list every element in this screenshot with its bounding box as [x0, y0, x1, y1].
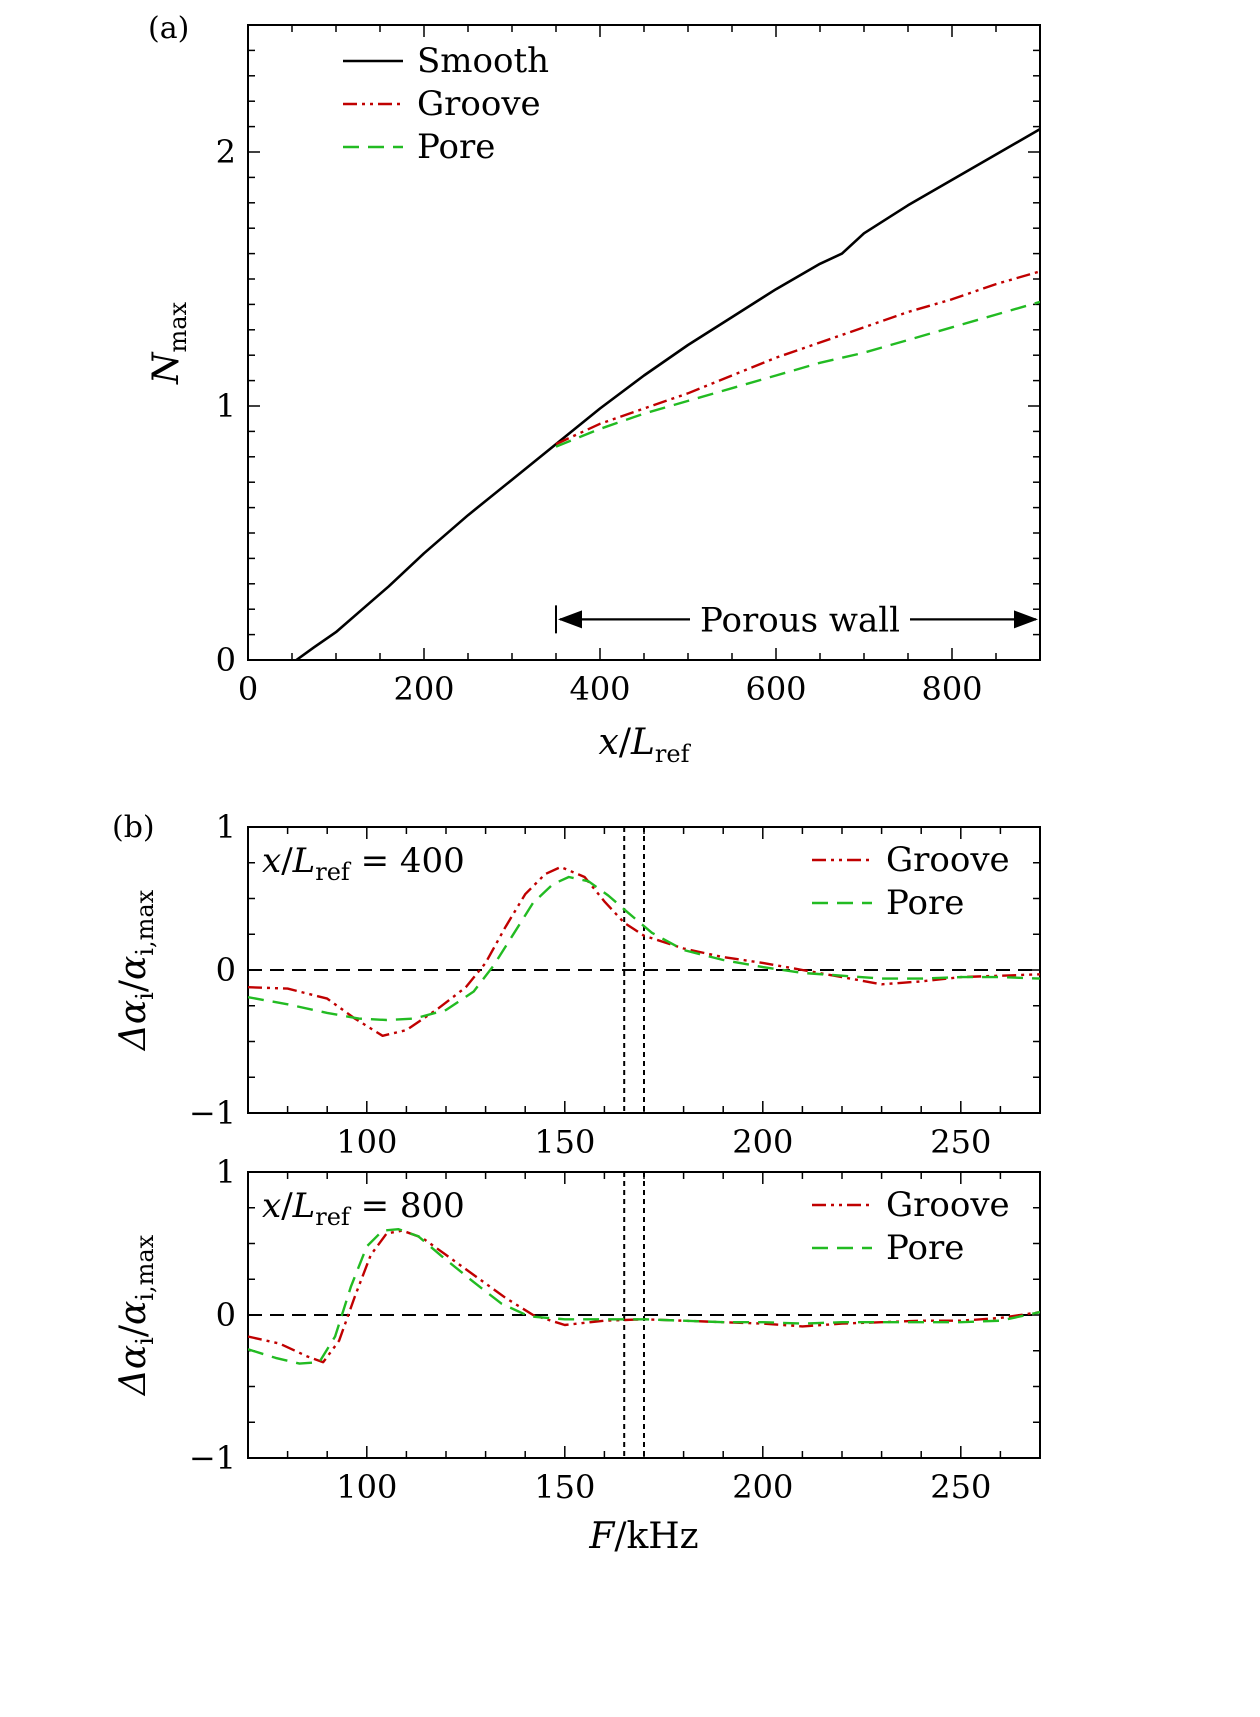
- y-label-delta: Δα: [113, 1000, 154, 1052]
- x-tick-label: 800: [921, 670, 982, 708]
- x-label-base: L: [630, 722, 655, 763]
- legend-label-groove: Groove: [886, 840, 1010, 880]
- porous-wall-annotation: Porous wall: [555, 600, 1038, 640]
- legend-label-pore: Pore: [886, 883, 964, 923]
- annot-eq: =: [350, 1186, 400, 1226]
- plot-frame: [247, 24, 1041, 661]
- annot-slash: /: [281, 1186, 293, 1226]
- y-label-sub1: i: [131, 1337, 159, 1345]
- porous-wall-label: Porous wall: [700, 600, 900, 640]
- panel-b2-axes: 100 150 200 250 −1 0 1: [189, 1153, 1041, 1506]
- annot-sub: ref: [315, 1203, 352, 1231]
- annot-var: x: [262, 841, 281, 881]
- x-label-slash: /: [619, 722, 632, 763]
- panel-b1-position-annotation: x/Lref = 400: [262, 841, 465, 886]
- panel-b2-reference-lines: [248, 1172, 1040, 1458]
- annot-eq: =: [350, 841, 400, 881]
- x-tick-label: 250: [930, 1123, 991, 1161]
- panel-a-series: [295, 127, 1040, 660]
- series-line-pore: [248, 1227, 1040, 1365]
- annot-base: L: [292, 841, 316, 881]
- x-tick-label: 150: [534, 1468, 595, 1506]
- y-label-slash: /: [113, 979, 154, 992]
- series-line-smooth: [295, 127, 1040, 660]
- y-tick-label: 0: [216, 641, 236, 679]
- y-label-sub2: i,max: [131, 1234, 159, 1300]
- legend-label-smooth: Smooth: [417, 41, 549, 81]
- y-label-sub: max: [164, 301, 192, 352]
- annot-base: L: [292, 1186, 316, 1226]
- y-label-delta: Δα: [113, 1345, 154, 1397]
- panel-b1-reference-lines: [248, 827, 1040, 1113]
- series-line-pore: [248, 875, 1040, 1022]
- porous-wall-arrow-left-head: [558, 610, 582, 629]
- annot-slash: /: [281, 841, 293, 881]
- x-tick-label: 200: [393, 670, 454, 708]
- series-line-groove: [248, 1229, 1040, 1364]
- y-tick-label: 1: [216, 1153, 236, 1191]
- panel-b1-axes: 100 150 200 250 −1 0 1: [189, 808, 1041, 1161]
- x-tick-label: 100: [336, 1468, 397, 1506]
- x-tick-label: 100: [336, 1123, 397, 1161]
- x-label-slash: /: [614, 1516, 627, 1557]
- y-label-slash: /: [113, 1324, 154, 1337]
- panel-label-b: (b): [112, 810, 155, 845]
- x-tick-label: 0: [238, 670, 258, 708]
- y-label-base: α: [113, 956, 154, 980]
- y-label-base: N: [146, 351, 187, 385]
- legend-label-groove: Groove: [417, 84, 541, 124]
- x-tick-label: 250: [930, 1468, 991, 1506]
- y-tick-label: 2: [216, 133, 236, 171]
- y-axis-label-a: Nmax: [146, 301, 192, 385]
- y-axis-label-b1: Δαi/αi,max: [113, 889, 159, 1052]
- porous-wall-arrow-right-head: [1014, 610, 1038, 629]
- x-axis-label-a: x/Lref: [599, 722, 692, 768]
- legend-label-pore: Pore: [417, 127, 495, 167]
- panel-b2-position-annotation: x/Lref = 800: [262, 1186, 465, 1231]
- annot-value: 800: [400, 1186, 465, 1226]
- annot-value: 400: [400, 841, 465, 881]
- legend-label-groove: Groove: [886, 1185, 1010, 1225]
- x-label-var: F: [588, 1516, 616, 1557]
- panel-b1-series: [248, 865, 1040, 1038]
- annot-sub: ref: [315, 858, 352, 886]
- panel-label-a: (a): [148, 11, 189, 46]
- series-line-pore: [555, 300, 1040, 448]
- x-label-sub: ref: [655, 740, 692, 768]
- y-axis-label-b2: Δαi/αi,max: [113, 1234, 159, 1397]
- x-label-var: x: [599, 722, 619, 763]
- x-tick-label: 400: [569, 670, 630, 708]
- series-line-groove: [248, 865, 1040, 1038]
- y-label-sub1: i: [131, 992, 159, 1000]
- x-label-unit: kHz: [626, 1516, 698, 1557]
- y-tick-label: 1: [216, 808, 236, 846]
- x-tick-label: 200: [732, 1123, 793, 1161]
- y-tick-label: 0: [216, 951, 236, 989]
- panel-b2-series: [248, 1227, 1040, 1365]
- annot-var: x: [262, 1186, 281, 1226]
- legend-label-pore: Pore: [886, 1228, 964, 1268]
- x-tick-label: 150: [534, 1123, 595, 1161]
- y-tick-label: 1: [216, 387, 236, 425]
- y-tick-label: 0: [216, 1296, 236, 1334]
- y-tick-label: −1: [189, 1094, 236, 1132]
- y-label-base: α: [113, 1301, 154, 1325]
- panel-a-axes: 0 200 400 600 800 0 1 2: [216, 24, 1041, 708]
- x-tick-label: 600: [745, 670, 806, 708]
- x-tick-label: 200: [732, 1468, 793, 1506]
- x-axis-label-b: F/kHz: [588, 1516, 698, 1557]
- series-line-groove: [555, 270, 1040, 446]
- y-label-sub2: i,max: [131, 889, 159, 955]
- y-tick-label: −1: [189, 1439, 236, 1477]
